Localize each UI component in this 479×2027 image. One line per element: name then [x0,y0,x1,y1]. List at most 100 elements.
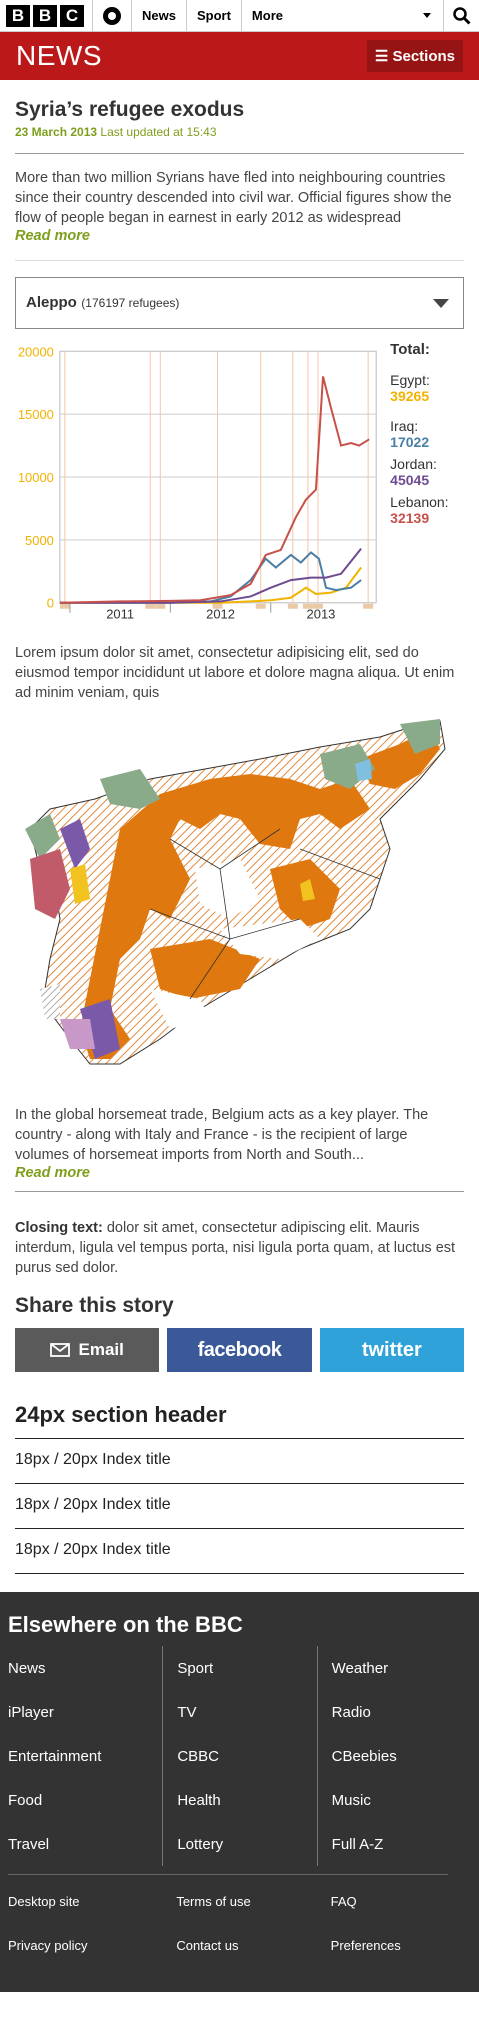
news-logo[interactable]: NEWS [16,40,102,71]
footer-link[interactable]: Radio [331,1703,371,1721]
region-white [220,919,320,959]
legend-jordan-value: 45045 [390,472,430,488]
footer-link[interactable]: News [8,1659,46,1677]
article-paragraph: Lorem ipsum dolor sit amet, consectetur … [15,645,455,701]
divider [15,153,464,154]
footer-link[interactable]: TV [177,1703,197,1721]
region-green [400,719,440,754]
index-item[interactable]: 18px / 20px Index title [15,1484,464,1529]
event-marker [145,603,156,609]
x-tick-label: 2011 [106,607,134,621]
region-purple [60,819,90,869]
share-buttons: Email facebook twitter [15,1328,464,1372]
read-more-link[interactable]: Read more [15,228,90,244]
nav-more-label: More [251,8,283,23]
search-icon [452,6,471,25]
city-select-value: Aleppo (176197 refugees) [26,294,179,312]
footer-link[interactable]: Entertainment [8,1747,102,1765]
legend-total-label: Total: [390,341,430,358]
series-line-jordan [59,548,362,604]
article: Syria’s refugee exodus 23 March 2013 Las… [0,98,479,703]
region-orange [80,774,370,1059]
last-updated: Last updated at 15:43 [100,125,217,139]
refugee-count: (176197 refugees) [81,296,180,310]
divider [92,0,93,32]
footer-col: Terms of use Contact us [162,1879,316,1967]
footer-title: Elsewhere on the BBC [8,1612,243,1637]
nav-more-button[interactable]: More [240,0,443,32]
legend-egypt-value: 39265 [390,388,430,404]
event-marker [302,603,313,609]
region-yellow [300,879,315,901]
horsemeat-paragraph: In the global horsemeat trade, Belgium a… [15,1107,429,1163]
menu-icon: ☰ [374,48,393,65]
region-red [30,849,70,919]
user-icon[interactable] [103,6,121,25]
top-bar: B B C News Sport More [0,0,479,32]
share-facebook-button[interactable]: facebook [167,1328,312,1372]
region-white [150,989,210,1029]
index-item[interactable]: 18px / 20px Index title [15,1439,464,1484]
dateline: 23 March 2013 Last updated at 15:43 [15,125,464,139]
region-green [100,769,160,809]
chevron-down-icon [433,298,449,308]
legend-egypt-name: Egypt: [390,372,430,388]
footer-link[interactable]: Weather [331,1659,389,1677]
sections-label: Sections [392,48,455,65]
footer-link[interactable]: Lottery [177,1835,224,1853]
footer-utility-link[interactable]: Privacy policy [8,1937,88,1953]
footer-link[interactable]: Food [8,1791,43,1809]
bbc-logo-letter: C [60,4,84,27]
footer-utility-links: Desktop site Privacy policy Terms of use… [8,1879,471,1967]
article-date: 23 March 2013 [15,125,98,139]
region-yellow [70,864,90,904]
legend-iraq-value: 17022 [390,434,430,450]
divider [15,1191,464,1192]
bbc-logo-letter: B [33,4,57,27]
sections-button[interactable]: ☰ Sections [366,40,463,72]
bbc-logo[interactable]: B B C [6,4,84,27]
line-chart: 0 5000 10000 15000 20000 2011 2012 2013 [18,344,377,621]
footer-utility-link[interactable]: FAQ [330,1893,357,1909]
event-marker [312,603,323,609]
region-orange [150,939,260,999]
footer-link[interactable]: Travel [8,1835,50,1853]
footer-link[interactable]: Full A-Z [331,1835,384,1853]
share-email-button[interactable]: Email [15,1328,160,1372]
footer-link[interactable]: iPlayer [8,1703,54,1721]
footer-utility-link[interactable]: Contact us [176,1937,239,1953]
district-borders [149,828,381,1000]
read-more-link[interactable]: Read more [15,1165,90,1181]
y-tick-label: 15000 [18,407,54,422]
series-line-lebanon [59,376,370,604]
search-button[interactable] [443,0,479,32]
section-header: 24px section header [15,1402,464,1439]
footer-link[interactable]: Health [177,1791,221,1809]
footer-link[interactable]: Music [331,1791,371,1809]
nav-link-news[interactable]: News [131,0,186,32]
footer-link[interactable]: CBBC [177,1747,220,1765]
share-email-label: Email [78,1340,124,1359]
nav-link-sport[interactable]: Sport [185,0,241,32]
legend-iraq-name: Iraq: [390,418,419,434]
index-item[interactable]: 18px / 20px Index title [15,1529,464,1574]
footer-col: Desktop site Privacy policy [8,1879,162,1967]
footer-utility-link[interactable]: Desktop site [8,1893,80,1909]
footer-col: Weather Radio CBeebies Music Full A-Z [316,1646,471,1866]
footer-link[interactable]: CBeebies [331,1747,397,1765]
region-white [195,859,260,919]
city-select[interactable]: Aleppo (176197 refugees) [15,277,464,329]
share-twitter-button[interactable]: twitter [319,1328,464,1372]
event-marker [59,603,70,609]
event-marker [287,603,298,609]
footer-utility-link[interactable]: Preferences [330,1937,401,1953]
y-tick-label: 5000 [25,533,54,548]
article-continued: In the global horsemeat trade, Belgium a… [0,1105,479,1574]
chart-legend: Total: Egypt: 39265 Iraq: 17022 Jordan: … [384,341,464,621]
event-marker [255,603,266,609]
legend-jordan-name: Jordan: [390,456,437,472]
footer-link[interactable]: Sport [177,1659,214,1677]
divider [8,1874,448,1875]
region-gray [40,984,60,1019]
footer-utility-link[interactable]: Terms of use [176,1893,251,1909]
